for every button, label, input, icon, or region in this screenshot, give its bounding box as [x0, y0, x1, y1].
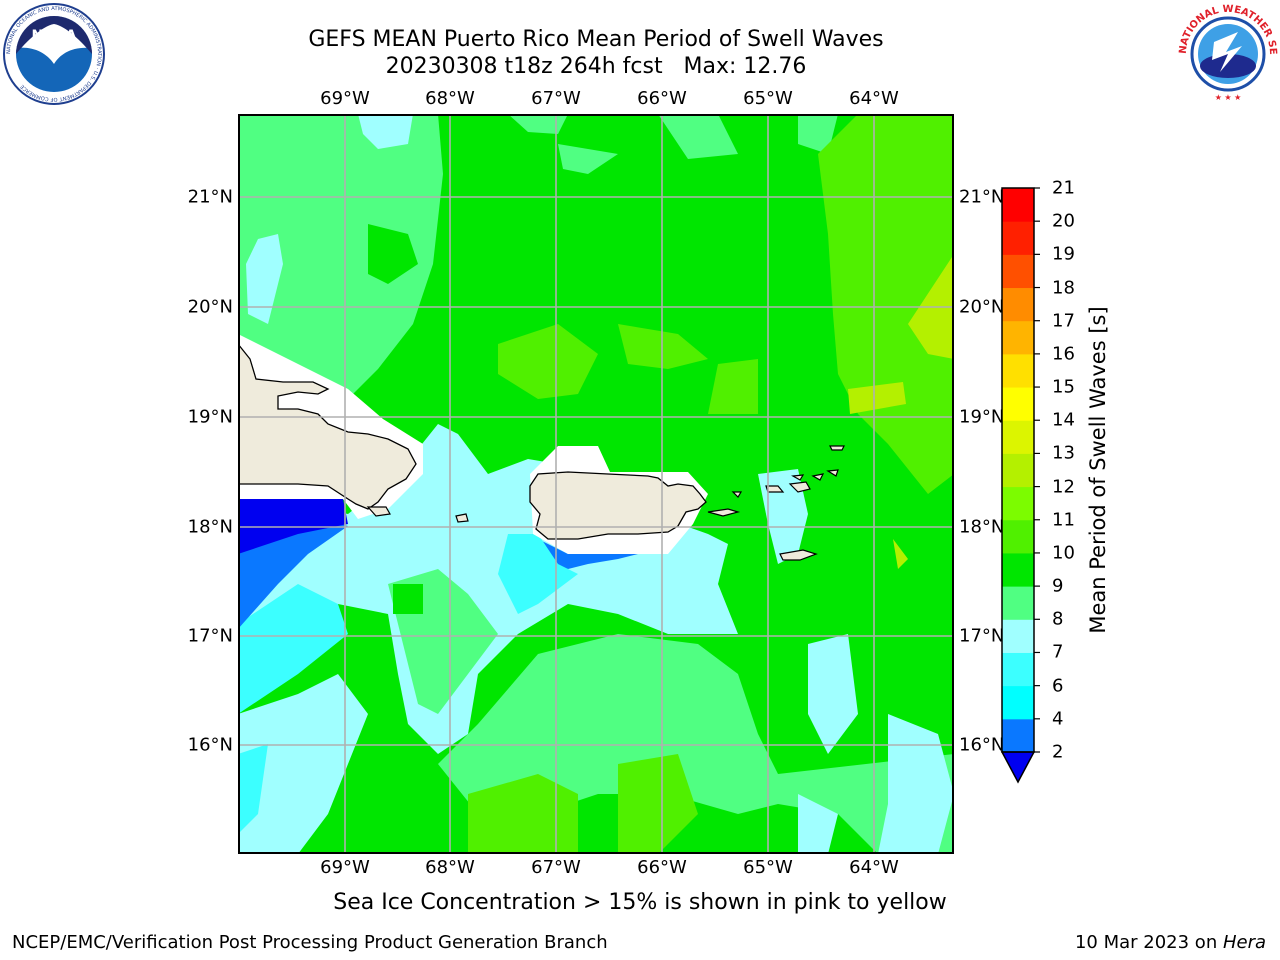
- noaa-logo: NOAA NATIONAL OCEANIC AND ATMOSPHERIC AD…: [3, 3, 105, 105]
- map-border: [238, 114, 954, 854]
- colorbar-tick-label: 20: [1052, 210, 1075, 232]
- colorbar-tick-label: 11: [1052, 509, 1075, 531]
- lon-label-bottom: 68°W: [425, 857, 475, 878]
- lat-label-left: 18°N: [187, 516, 233, 538]
- colorbar-segment: [1002, 453, 1034, 488]
- colorbar-tick-label: 2: [1052, 741, 1064, 763]
- colorbar-segment: [1002, 287, 1034, 322]
- lon-label-bottom: 64°W: [849, 857, 899, 878]
- lon-label-top: 66°W: [637, 88, 687, 109]
- colorbar-tick-label: 21: [1052, 177, 1075, 199]
- colorbar-segment: [1002, 552, 1034, 587]
- land-anegada: [829, 445, 845, 451]
- contour-6-7-prsouth: [498, 534, 578, 614]
- colorbar-segment: [1002, 320, 1034, 355]
- colorbar-tick-label: 7: [1052, 641, 1064, 663]
- colorbar-outline: [1001, 187, 1035, 753]
- land-st-croix: [779, 549, 818, 561]
- lon-label-bottom: 69°W: [320, 857, 370, 878]
- swell-period-map: [238, 114, 954, 854]
- colorbar-tick-label: 8: [1052, 608, 1064, 630]
- lat-label-left: 17°N: [187, 625, 233, 647]
- colorbar-tick-label: 4: [1052, 708, 1064, 730]
- colorbar-tick-label: 13: [1052, 442, 1075, 464]
- contour-10-11-south: [358, 584, 438, 849]
- contour-8-9-virgin: [758, 469, 808, 564]
- lat-label-right: 18°N: [959, 516, 1005, 538]
- contour-11-12-northwest: [368, 224, 418, 284]
- lat-label-left: 20°N: [187, 296, 233, 318]
- land-hispaniola: [238, 342, 417, 510]
- colorbar-segment: [1002, 586, 1034, 620]
- land-culebra: [731, 491, 743, 498]
- contour-11-12-central: [498, 324, 758, 414]
- nws-logo: NATIONAL WEATHER SERVICE ★ ★ ★: [1176, 2, 1278, 104]
- contour-6-7-southwest: [238, 584, 348, 834]
- lat-label-right: 17°N: [959, 625, 1005, 647]
- colorbar-tick-label: 18: [1052, 277, 1075, 299]
- colorbar-extension: [1000, 751, 1036, 784]
- contour-9-10-mid-north: [508, 114, 838, 174]
- colorbar: [1000, 187, 1040, 784]
- lat-label-left: 16°N: [187, 734, 233, 756]
- colorbar-title: Mean Period of Swell Waves [s]: [1086, 306, 1110, 634]
- lat-label-right: 21°N: [959, 186, 1005, 208]
- land-bvi: [791, 469, 839, 481]
- colorbar-tick-label: 6: [1052, 675, 1064, 697]
- contour-8-9-southwest: [238, 634, 954, 854]
- colorbar-segment: [1002, 685, 1034, 720]
- map-gridlines: [238, 114, 954, 854]
- land-vieques: [707, 508, 741, 517]
- lon-label-bottom: 66°W: [637, 857, 687, 878]
- contour-11-12-south: [468, 754, 698, 854]
- lon-label-top: 65°W: [743, 88, 793, 109]
- lat-label-left: 19°N: [187, 406, 233, 428]
- chart-title-line1: GEFS MEAN Puerto Rico Mean Period of Swe…: [308, 27, 884, 52]
- colorbar-segment: [1002, 254, 1034, 289]
- chart-title-line2: 20230308 t18z 264h fcst Max: 12.76: [385, 54, 807, 79]
- colorbar-segment: [1002, 652, 1034, 687]
- contour-12-13-east: [848, 254, 954, 569]
- colorbar-tick-label: 9: [1052, 575, 1064, 597]
- colorbar-segment: [1002, 387, 1034, 421]
- colorbar-tick-label: 19: [1052, 243, 1075, 265]
- svg-text:★ ★ ★: ★ ★ ★: [1215, 93, 1242, 102]
- colorbar-segment: [1002, 619, 1034, 653]
- contour-7-8-northwest: [246, 114, 413, 324]
- lon-label-top: 64°W: [849, 88, 899, 109]
- colorbar-tick-label: 14: [1052, 409, 1075, 431]
- footer-date-text: 10 Mar 2023 on: [1074, 932, 1223, 953]
- colorbar-tick-label: 17: [1052, 310, 1075, 332]
- lon-label-top: 69°W: [320, 88, 370, 109]
- lon-label-top: 67°W: [531, 88, 581, 109]
- footer-branch: NCEP/EMC/Verification Post Processing Pr…: [12, 932, 608, 953]
- land-mona: [455, 513, 469, 523]
- lon-label-top: 68°W: [425, 88, 475, 109]
- colorbar-segment: [1002, 486, 1034, 521]
- colorbar-segment: [1002, 353, 1034, 388]
- contour-9-10-west: [238, 114, 443, 404]
- colorbar-tick-label: 15: [1052, 376, 1075, 398]
- lat-label-right: 16°N: [959, 734, 1005, 756]
- colorbar-segment: [1002, 221, 1034, 255]
- lat-label-right: 20°N: [959, 296, 1005, 318]
- lat-label-right: 19°N: [959, 406, 1005, 428]
- colorbar-segment: [1002, 718, 1034, 753]
- noaa-logo-text: NOAA: [32, 28, 77, 44]
- lon-label-bottom: 65°W: [743, 857, 793, 878]
- lat-label-left: 21°N: [187, 186, 233, 208]
- colorbar-segment: [1002, 519, 1034, 554]
- land-hispaniola-island: [366, 506, 391, 517]
- footer-date: 10 Mar 2023 on Hera: [1075, 932, 1266, 953]
- colorbar-tick-label: 16: [1052, 343, 1075, 365]
- sea-ice-note: Sea Ice Concentration > 15% is shown in …: [333, 890, 947, 915]
- colorbar-segment: [1002, 188, 1034, 222]
- lon-label-bottom: 67°W: [531, 857, 581, 878]
- colorbar-tick-label: 10: [1052, 542, 1075, 564]
- colorbar-segment: [1002, 420, 1034, 454]
- footer-host: Hera: [1222, 932, 1266, 953]
- colorbar-tick-label: 12: [1052, 476, 1075, 498]
